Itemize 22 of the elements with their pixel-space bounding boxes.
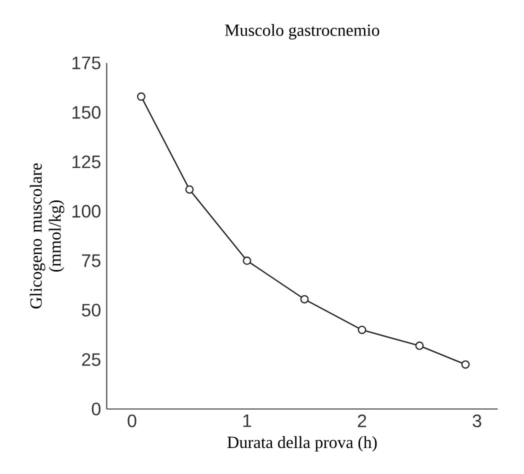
point <box>300 295 309 304</box>
point <box>242 256 252 265</box>
y-tick-label: 150 <box>72 106 100 119</box>
y-tick-label: 125 <box>72 155 100 168</box>
x-axis-title: Durata della prova (h) <box>227 436 377 452</box>
y-tick-label: 100 <box>72 204 100 218</box>
point <box>185 185 194 194</box>
x-tick-label: 2 <box>358 414 366 428</box>
y-tick-label: 25 <box>82 353 100 366</box>
point <box>137 92 146 101</box>
x-tick-label: 3 <box>472 414 482 428</box>
point <box>358 326 366 334</box>
y-tick-label: 50 <box>82 304 100 317</box>
x-tick-label: 0 <box>128 414 136 428</box>
chart-title: Muscolo gastrocnemio <box>225 24 380 40</box>
y-tick-label: 75 <box>82 254 100 267</box>
y-tick-label: 175 <box>72 56 100 70</box>
y-axis-title: Glicogeno muscolare (mmol/kg) <box>30 163 64 308</box>
x-tick-label: 1 <box>243 414 252 427</box>
point <box>461 360 470 369</box>
point <box>415 342 424 350</box>
y-tick-label: 0 <box>92 402 100 416</box>
